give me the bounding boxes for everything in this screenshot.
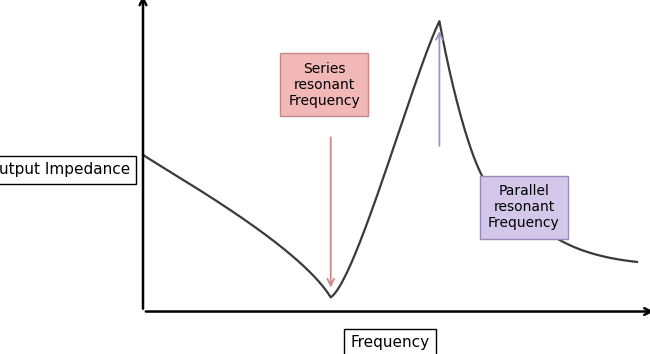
Text: Output Impedance: Output Impedance [0,162,130,177]
Text: Parallel
resonant
Frequency: Parallel resonant Frequency [488,184,560,230]
Text: Frequency: Frequency [350,336,430,350]
Text: Series
resonant
Frequency: Series resonant Frequency [289,62,360,108]
